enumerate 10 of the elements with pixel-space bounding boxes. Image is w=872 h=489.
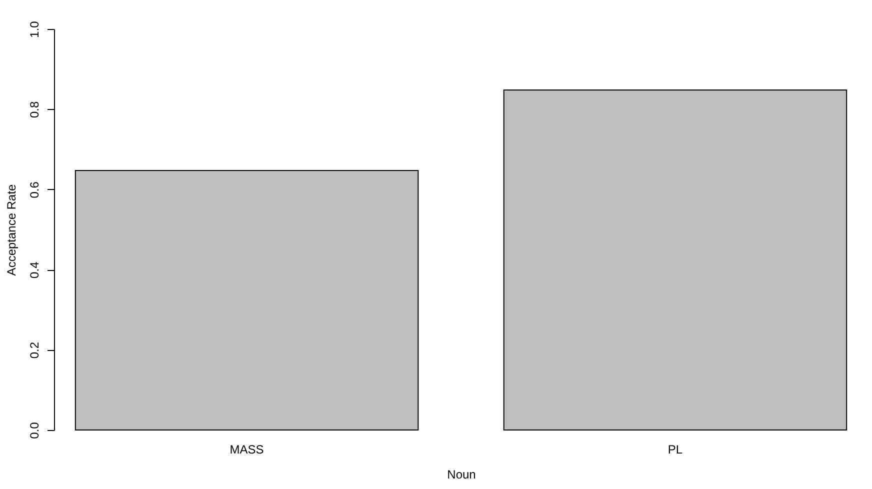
y-tick-label: 0.2 [28, 342, 42, 359]
y-tick-label: 0.8 [28, 101, 42, 118]
y-axis-title: Acceptance Rate [4, 184, 18, 276]
x-axis-title: Noun [447, 468, 476, 482]
x-tick-label: MASS [230, 442, 264, 456]
y-tick-label: 0.0 [28, 422, 42, 439]
y-tick-label: 0.4 [28, 261, 42, 278]
y-tick-label: 0.6 [28, 181, 42, 198]
y-tick-label: 1.0 [28, 20, 42, 38]
x-tick-label: PL [668, 442, 683, 456]
